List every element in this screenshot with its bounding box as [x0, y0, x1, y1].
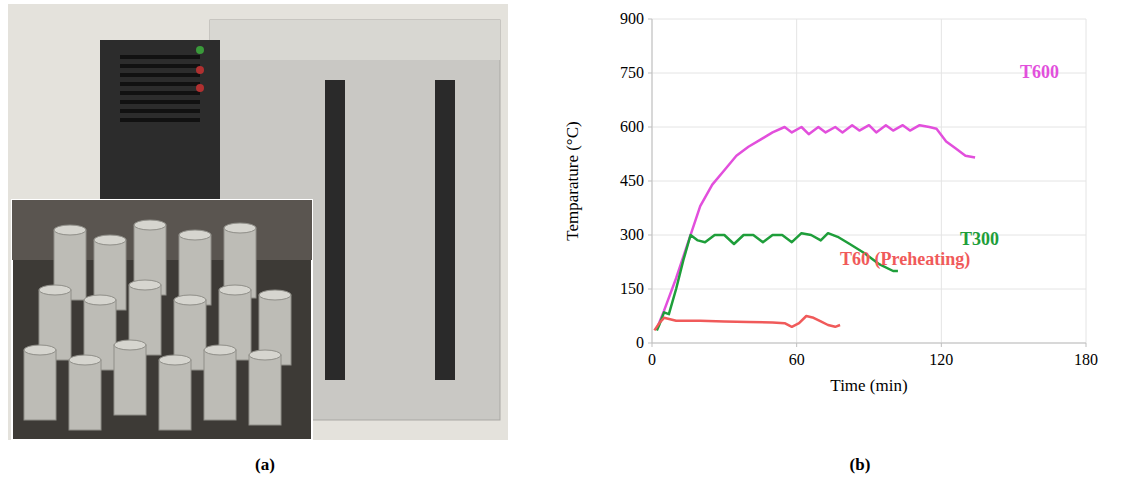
- photo-wall: [8, 4, 508, 440]
- grid-line: [941, 19, 942, 343]
- tick: [941, 343, 942, 347]
- tick-label: 450: [620, 172, 644, 189]
- specimen-top: [174, 295, 206, 305]
- vent: [120, 64, 200, 68]
- vent: [120, 82, 200, 86]
- series-line: [657, 125, 975, 328]
- furnace-top: [210, 20, 500, 60]
- specimen-top: [159, 355, 191, 365]
- series-label: T300: [960, 229, 999, 249]
- axis-title: Temparature (°C): [563, 121, 582, 240]
- axis-title: Time (min): [830, 376, 907, 395]
- tick: [648, 19, 652, 20]
- specimen-top: [94, 235, 126, 245]
- tick-label: 120: [929, 351, 953, 368]
- specimen-top: [249, 350, 281, 360]
- figure: (a) 0 150 300 450 600 750 900 0 60 120 180 Time (min…: [0, 0, 1145, 480]
- specimen-top: [24, 345, 56, 355]
- tick-label: 0: [636, 334, 644, 351]
- grid-line: [796, 19, 797, 343]
- series-label: T600: [1020, 62, 1059, 82]
- door-hinge: [325, 80, 345, 380]
- specimen-top: [224, 223, 256, 233]
- tick-label: 300: [620, 226, 644, 243]
- panel-label: (a): [255, 455, 275, 474]
- specimen-top: [129, 280, 161, 290]
- vent: [120, 118, 200, 122]
- x-axis: [652, 343, 1086, 344]
- series-line: [654, 316, 840, 330]
- specimen: [249, 355, 281, 425]
- grid-line: [1086, 19, 1087, 343]
- tick: [648, 73, 652, 74]
- grid-line: [652, 289, 1086, 290]
- tick: [648, 181, 652, 182]
- vent: [120, 55, 200, 59]
- tick-label: 60: [789, 351, 805, 368]
- door-hinge: [435, 80, 455, 380]
- tick: [1086, 343, 1087, 347]
- specimen-top: [204, 345, 236, 355]
- tick: [648, 343, 652, 344]
- vent: [120, 100, 200, 104]
- specimen-top: [179, 230, 211, 240]
- button: [196, 66, 204, 74]
- grid-line: [652, 343, 1086, 344]
- tick-label: 600: [620, 118, 644, 135]
- specimen: [179, 235, 211, 305]
- vent: [120, 73, 200, 77]
- button: [196, 84, 204, 92]
- specimen-top: [39, 285, 71, 295]
- inset-photo: [12, 200, 312, 440]
- photo: [8, 4, 508, 440]
- specimen-top: [259, 290, 291, 300]
- tick-label: 750: [620, 64, 644, 81]
- specimen: [159, 360, 191, 430]
- grid-line: [652, 19, 1086, 20]
- specimen: [114, 345, 146, 415]
- tick: [648, 127, 652, 128]
- vent: [120, 91, 200, 95]
- specimen-top: [54, 225, 86, 235]
- tick: [652, 343, 653, 347]
- series-label: T60 (Preheating): [840, 249, 970, 270]
- plot-area: [654, 125, 975, 330]
- specimen: [69, 360, 101, 430]
- button: [196, 46, 204, 54]
- specimen-top: [84, 295, 116, 305]
- tick: [648, 289, 652, 290]
- tick: [796, 343, 797, 347]
- panel-label: (b): [850, 455, 871, 474]
- specimen: [24, 350, 56, 420]
- tick-label: 900: [620, 10, 644, 27]
- series-line: [657, 233, 898, 330]
- specimen-top: [219, 285, 251, 295]
- specimen: [204, 350, 236, 420]
- specimen-top: [69, 355, 101, 365]
- specimen-top: [134, 220, 166, 230]
- vent: [120, 109, 200, 113]
- tick-label: 0: [648, 351, 656, 368]
- tick: [648, 235, 652, 236]
- tick-label: 150: [620, 280, 644, 297]
- tick-label: 180: [1074, 351, 1098, 368]
- specimen-top: [114, 340, 146, 350]
